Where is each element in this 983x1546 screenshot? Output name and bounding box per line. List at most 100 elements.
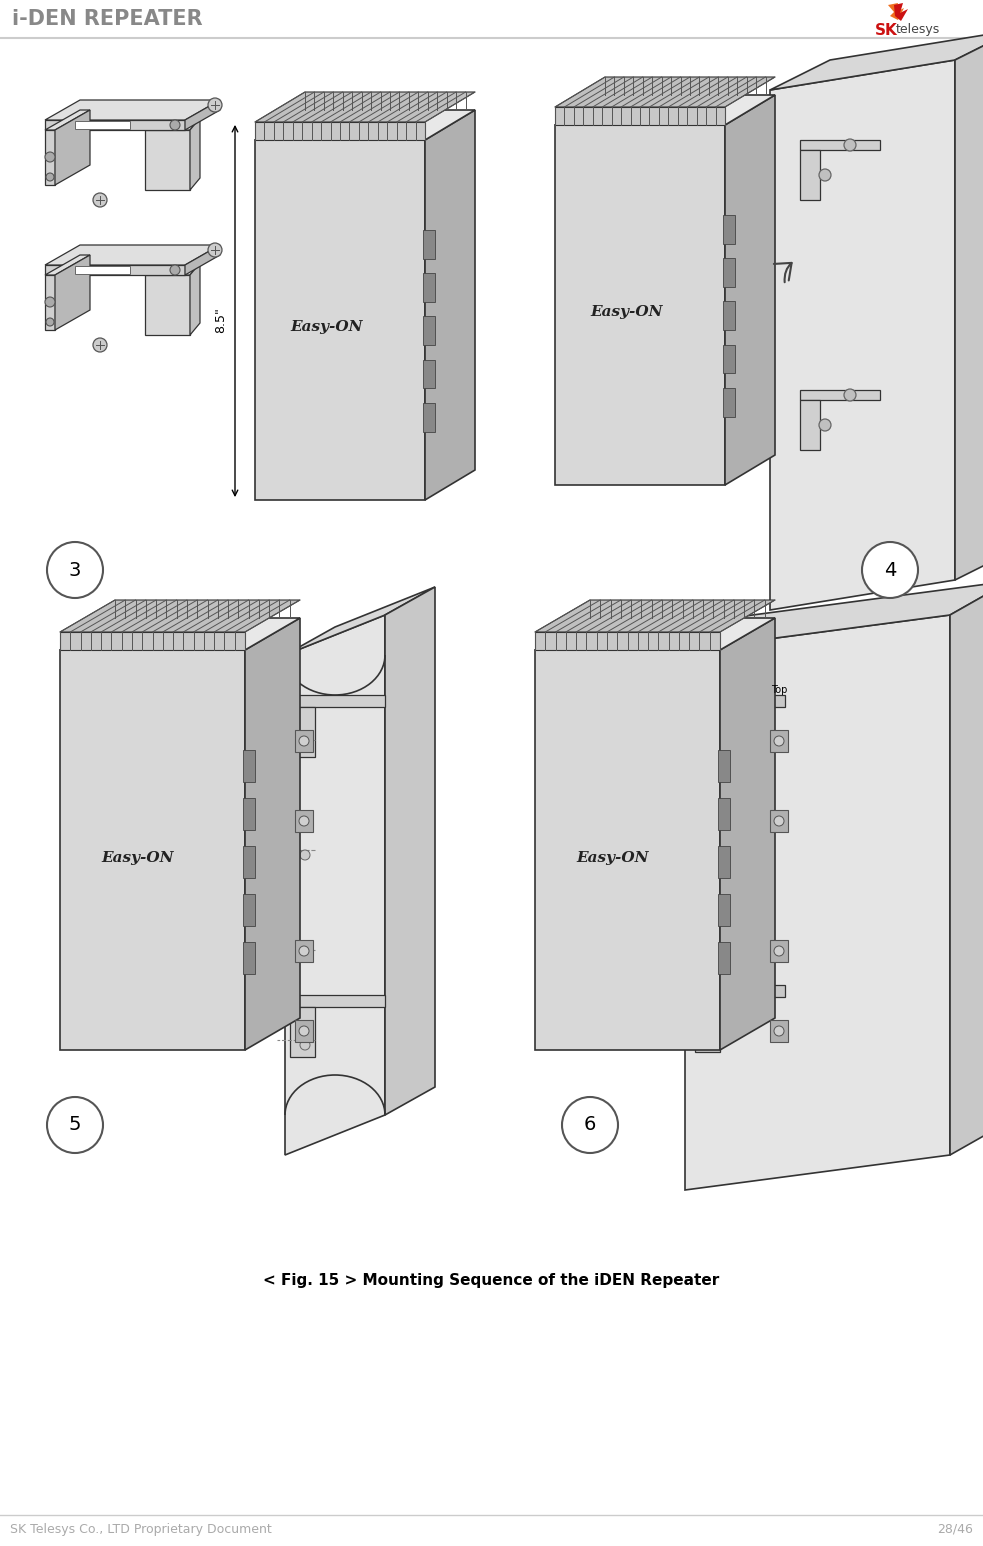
Bar	[718, 846, 730, 878]
Text: Easy-ON: Easy-ON	[590, 305, 663, 318]
Text: i-DEN REPEATER: i-DEN REPEATER	[12, 9, 202, 29]
Polygon shape	[45, 275, 55, 329]
Bar	[535, 632, 720, 649]
Bar	[243, 750, 255, 782]
Polygon shape	[60, 600, 300, 632]
Polygon shape	[950, 581, 983, 1155]
Text: Easy-ON: Easy-ON	[290, 320, 363, 334]
Circle shape	[93, 339, 107, 352]
Bar	[695, 696, 785, 707]
Bar	[0, 0, 983, 39]
Bar	[723, 388, 735, 416]
Polygon shape	[60, 618, 300, 649]
Polygon shape	[55, 110, 90, 186]
Bar	[243, 798, 255, 830]
Bar	[423, 274, 435, 301]
Text: 3: 3	[69, 561, 82, 580]
Bar	[280, 996, 385, 1006]
Circle shape	[93, 193, 107, 207]
Bar	[295, 730, 313, 751]
Bar	[255, 122, 425, 141]
Bar	[280, 696, 385, 707]
Text: 8.5": 8.5"	[214, 308, 227, 332]
Polygon shape	[770, 60, 955, 611]
Bar	[723, 345, 735, 374]
Circle shape	[774, 736, 784, 747]
Circle shape	[819, 419, 831, 431]
Circle shape	[562, 1098, 618, 1153]
Bar	[295, 940, 313, 962]
Text: SK Telesys Co., LTD Proprietary Document: SK Telesys Co., LTD Proprietary Document	[10, 1523, 271, 1535]
Bar	[243, 942, 255, 974]
Bar	[695, 707, 720, 762]
Text: 6: 6	[584, 1116, 596, 1135]
Circle shape	[300, 850, 310, 860]
Circle shape	[774, 816, 784, 826]
Text: 28/46: 28/46	[937, 1523, 973, 1535]
Polygon shape	[425, 110, 475, 499]
Bar	[770, 1020, 788, 1042]
Polygon shape	[685, 581, 983, 649]
Polygon shape	[894, 3, 908, 22]
Polygon shape	[720, 618, 775, 1050]
Polygon shape	[385, 587, 435, 1115]
Polygon shape	[255, 110, 475, 141]
Circle shape	[45, 152, 55, 162]
Text: Top: Top	[771, 685, 787, 696]
Bar	[718, 750, 730, 782]
Circle shape	[300, 741, 310, 750]
Bar	[723, 301, 735, 331]
Polygon shape	[255, 93, 475, 122]
Circle shape	[819, 169, 831, 181]
Circle shape	[299, 1027, 309, 1036]
Bar	[718, 894, 730, 926]
Polygon shape	[45, 255, 90, 275]
Text: telesys: telesys	[896, 23, 941, 36]
Circle shape	[46, 318, 54, 326]
Polygon shape	[45, 110, 90, 130]
Circle shape	[47, 1098, 103, 1153]
Polygon shape	[800, 390, 880, 400]
Polygon shape	[888, 3, 904, 20]
Bar	[423, 317, 435, 345]
Circle shape	[299, 736, 309, 747]
Bar	[723, 215, 735, 244]
Polygon shape	[245, 618, 300, 1050]
Bar	[243, 846, 255, 878]
Bar	[145, 130, 190, 190]
Polygon shape	[45, 130, 55, 186]
Circle shape	[844, 139, 856, 152]
Text: 4: 4	[884, 561, 896, 580]
Circle shape	[170, 264, 180, 275]
Text: 5: 5	[69, 1116, 82, 1135]
FancyArrowPatch shape	[774, 263, 791, 283]
Bar	[423, 230, 435, 258]
Bar	[718, 942, 730, 974]
Circle shape	[844, 390, 856, 400]
Polygon shape	[800, 150, 820, 199]
Bar	[145, 275, 190, 335]
Polygon shape	[55, 255, 90, 329]
Text: SK: SK	[875, 23, 897, 39]
Circle shape	[208, 243, 222, 257]
Circle shape	[740, 696, 750, 707]
Bar	[423, 360, 435, 388]
Polygon shape	[770, 29, 983, 90]
Bar	[290, 1006, 315, 1057]
Polygon shape	[45, 121, 185, 130]
Polygon shape	[555, 77, 775, 107]
Circle shape	[774, 946, 784, 955]
Polygon shape	[45, 244, 220, 264]
Circle shape	[170, 121, 180, 130]
Polygon shape	[555, 125, 725, 485]
Polygon shape	[535, 600, 775, 632]
Bar	[718, 798, 730, 830]
Bar	[770, 810, 788, 832]
Bar	[295, 810, 313, 832]
Circle shape	[774, 1027, 784, 1036]
Circle shape	[299, 946, 309, 955]
Bar	[75, 121, 130, 128]
Polygon shape	[145, 263, 200, 275]
Polygon shape	[535, 649, 720, 1050]
Text: < Fig. 15 > Mounting Sequence of the iDEN Repeater: < Fig. 15 > Mounting Sequence of the iDE…	[262, 1272, 720, 1288]
